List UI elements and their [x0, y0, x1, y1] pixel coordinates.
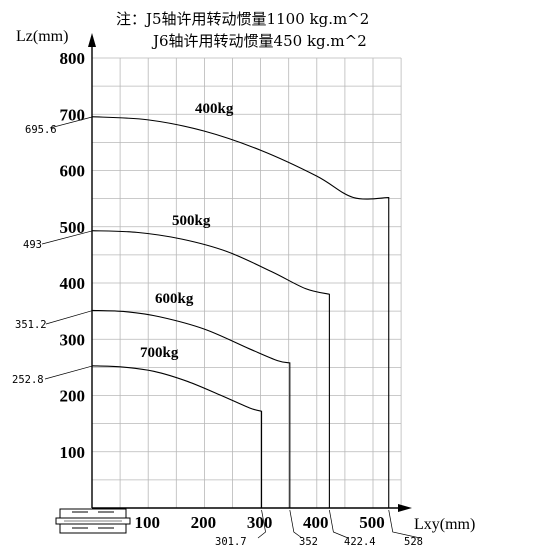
lz-intercept-label: 695.6: [25, 124, 57, 136]
robot-flange-icon: [55, 508, 131, 534]
lz-intercept-label: 252.8: [12, 374, 44, 386]
note-line-1: 注：J5轴许用转动惯量1100 kg.m^2: [116, 10, 369, 28]
x-tick-label: 400: [303, 513, 329, 532]
x-tick-label: 300: [247, 513, 273, 532]
y-tick-label: 700: [60, 105, 86, 124]
curve-400kg: [91, 116, 390, 508]
annotations: 695.6 528 493 422.4 351.2 352 252.8 301.7: [12, 116, 423, 548]
y-tick-label: 600: [60, 162, 86, 181]
curve-label-400kg: 400kg: [195, 101, 234, 117]
curve-500kg: [91, 230, 330, 508]
lxy-leader-line: [257, 509, 266, 539]
y-tick-label: 400: [60, 274, 86, 293]
x-axis-title: Lxy(mm): [414, 516, 475, 533]
x-axis-arrow: [398, 504, 412, 512]
lz-leader-line: [45, 310, 94, 325]
tick-labels: 100 200 300 400 500 600 700 800 100 200 300 400 500: [60, 49, 385, 532]
y-tick-label: 800: [60, 49, 86, 68]
y-tick-label: 100: [60, 443, 86, 462]
x-tick-label: 500: [359, 513, 385, 532]
lz-leader-line: [44, 365, 94, 380]
y-tick-label: 200: [60, 387, 86, 406]
curves: 400kg 500kg 600kg 700kg: [91, 101, 390, 508]
lxy-max-label: 528: [404, 536, 423, 548]
curve-700kg: [91, 365, 263, 508]
lxy-max-label: 422.4: [344, 536, 376, 548]
curve-label-600kg: 600kg: [155, 291, 194, 307]
lz-intercept-label: 493: [23, 239, 42, 251]
curve-label-700kg: 700kg: [140, 345, 179, 361]
note-line-2: J6轴许用转动惯量450 kg.m^2: [151, 32, 367, 50]
lxy-leader-line: [289, 509, 303, 539]
curve-label-500kg: 500kg: [172, 213, 211, 229]
y-tick-label: 300: [60, 330, 86, 349]
x-tick-label: 200: [191, 513, 217, 532]
grid: [92, 57, 402, 508]
curve-600kg: [91, 309, 291, 508]
lxy-leader-line: [329, 509, 349, 539]
lxy-max-label: 352: [299, 536, 318, 548]
lxy-leader-line: [388, 509, 421, 539]
y-axis-title: Lz(mm): [16, 28, 68, 45]
y-axis-arrow: [88, 33, 96, 47]
lz-intercept-label: 351.2: [15, 319, 47, 331]
lz-leader-line: [49, 116, 94, 129]
lxy-max-label: 301.7: [215, 536, 247, 548]
y-tick-label: 500: [60, 218, 86, 237]
lz-leader-line: [41, 230, 94, 245]
x-tick-label: 100: [134, 513, 160, 532]
